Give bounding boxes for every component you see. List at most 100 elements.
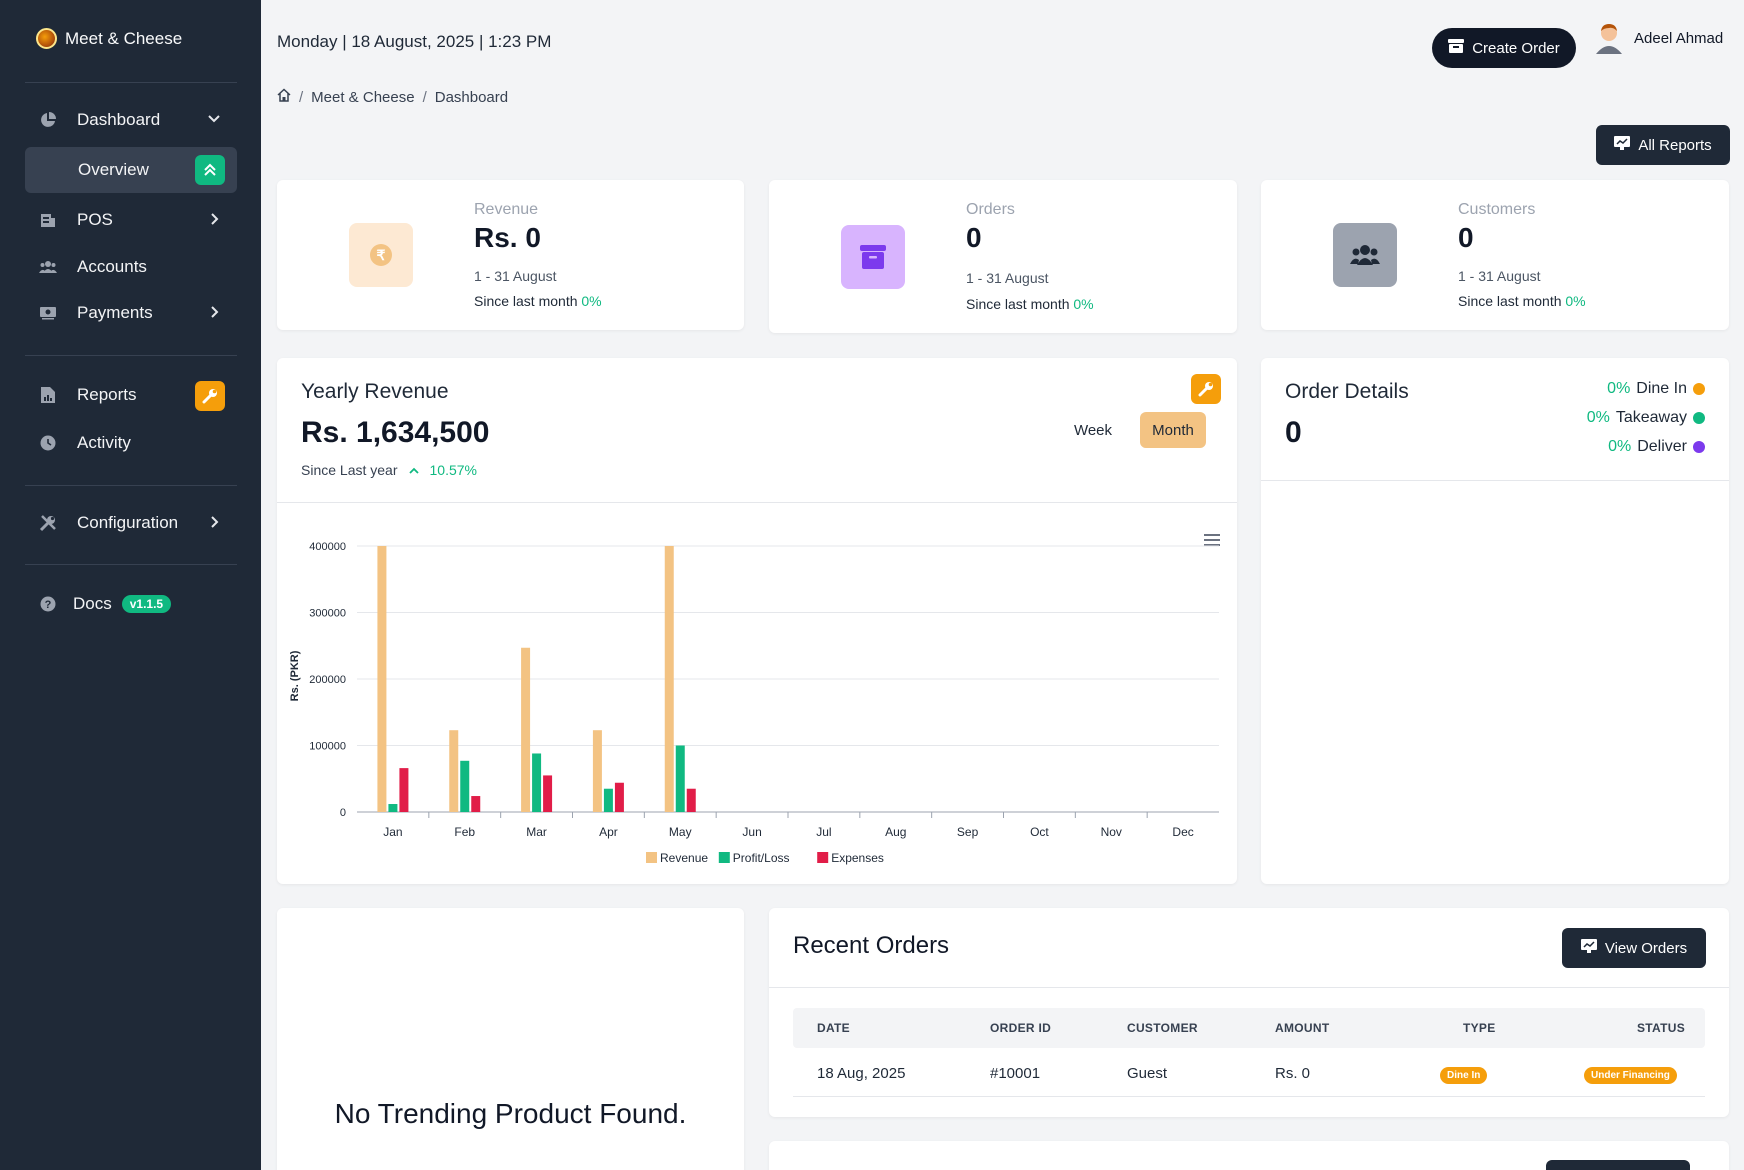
legend-pct: 0% [1586,409,1610,426]
brand[interactable]: Meet & Cheese [36,28,182,49]
customers-range: 1 - 31 August [1458,268,1541,284]
sidebar-item-dashboard[interactable]: Dashboard [25,98,237,142]
svg-text:₹: ₹ [377,247,386,263]
column-header[interactable]: TYPE [1463,1021,1496,1035]
sidebar-item-payments[interactable]: Payments [25,291,237,335]
revenue-since: Since last month 0% [474,293,602,309]
column-header[interactable]: DATE [817,1021,850,1035]
bar-profit-loss-may[interactable] [675,745,685,813]
x-tick-label: Jun [742,825,761,839]
legend-swatch [817,852,829,863]
bar-expenses-apr[interactable] [614,782,624,812]
legend-label[interactable]: Profit/Loss [733,851,790,865]
bar-expenses-feb[interactable] [471,796,481,812]
chevron-down-icon [207,111,221,131]
next-card [769,1141,1729,1170]
chevron-right-icon [207,304,221,324]
legend-dine-in: 0% Dine In [1607,380,1705,398]
bar-expenses-jan[interactable] [399,768,409,812]
home-icon[interactable] [277,88,291,106]
divider [769,987,1729,988]
sidebar-item-label: Payments [77,303,153,322]
wrench-icon [195,381,225,411]
since-label: Since last month [1458,293,1562,309]
bar-revenue-mar[interactable] [521,647,531,812]
legend-label[interactable]: Revenue [660,851,708,865]
x-tick-label: May [669,825,692,839]
orders-label: Orders [966,201,1015,218]
column-header[interactable]: CUSTOMER [1127,1021,1198,1035]
user-menu[interactable]: Adeel Ahmad [1594,22,1723,54]
box-icon [841,225,905,289]
month-toggle[interactable]: Month [1140,412,1206,448]
sidebar-item-label: POS [77,210,113,229]
sidebar: Meet & Cheese Dashboard Overview POS Acc… [0,0,261,1170]
legend-swatch [646,852,657,863]
since-label: Since last month [966,296,1070,312]
yearly-revenue-chart: Rs. (PKR) 400000 300000 200000 100000 0 Jan F… [289,534,1220,865]
yearly-revenue-title: Yearly Revenue [301,380,449,403]
bar-expenses-mar[interactable] [543,775,553,812]
create-order-button[interactable]: Create Order [1432,28,1576,68]
user-name: Adeel Ahmad [1634,29,1724,47]
customers-card: Customers 0 1 - 31 August Since last mon… [1261,180,1729,330]
bar-revenue-jan[interactable] [377,546,387,812]
svg-text:?: ? [45,599,52,611]
type-badge: Dine In [1440,1067,1488,1084]
wrench-icon[interactable] [1191,374,1221,404]
breadcrumb-item[interactable]: Meet & Cheese [311,88,415,106]
bar-profit-loss-apr[interactable] [603,788,613,812]
week-toggle[interactable]: Week [1063,412,1123,448]
revenue-change: 0% [581,293,602,309]
bar-profit-loss-mar[interactable] [532,753,542,812]
since-label: Since last month [474,293,578,309]
order-id[interactable]: #10001 [990,1065,1041,1082]
sidebar-item-overview[interactable]: Overview [25,147,237,193]
sidebar-item-docs[interactable]: ? Docs v1.1.5 [25,582,237,626]
hamburger-menu-icon[interactable] [1204,534,1220,546]
bar-profit-loss-feb[interactable] [460,760,470,812]
all-reports-button[interactable]: All Reports [1596,125,1730,165]
sidebar-item-label: Configuration [77,513,179,532]
version-badge: v1.1.5 [121,595,172,613]
sidebar-item-reports[interactable]: Reports [25,373,237,417]
view-orders-button[interactable]: View Orders [1562,928,1706,968]
recent-orders-title: Recent Orders [793,932,950,959]
users-icon [37,256,59,278]
x-tick-label: Aug [885,825,906,839]
sidebar-item-activity[interactable]: Activity [25,421,237,465]
customers-since: Since last month 0% [1458,293,1586,309]
sidebar-item-configuration[interactable]: Configuration [25,501,237,545]
x-tick-label: Feb [454,825,475,839]
dot-icon [1693,412,1705,424]
card-action-button[interactable] [1546,1160,1690,1170]
legend-pct: 0% [1608,438,1632,455]
sidebar-item-accounts[interactable]: Accounts [25,245,237,289]
bar-profit-loss-jan[interactable] [388,804,398,812]
divider [793,1096,1705,1097]
bar-expenses-may[interactable] [686,788,696,812]
legend-label[interactable]: Expenses [831,851,884,865]
column-header[interactable]: ORDER ID [990,1021,1052,1035]
sidebar-item-pos[interactable]: POS [25,198,237,242]
column-header[interactable]: STATUS [1637,1021,1686,1035]
bar-revenue-feb[interactable] [449,730,459,812]
y-tick-label: 200000 [309,674,346,686]
column-header[interactable]: AMOUNT [1275,1021,1330,1035]
revenue-card: ₹ Revenue Rs. 0 1 - 31 August Since last… [277,180,744,330]
view-orders-label: View Orders [1604,939,1688,957]
y-tick-label: 0 [340,807,346,819]
table-header: DATE ORDER ID CUSTOMER AMOUNT TYPE STATU… [793,1008,1705,1048]
users-group-icon [1333,223,1397,287]
archive-icon [1448,39,1465,57]
question-circle-icon: ? [37,593,59,615]
orders-value: 0 [966,222,982,253]
x-tick-label: Dec [1172,825,1193,839]
divider [277,502,1237,503]
yearly-since: Since Last year 10.57% [301,462,477,478]
x-tick-label: Apr [599,825,618,839]
bar-revenue-may[interactable] [664,546,674,812]
bar-revenue-apr[interactable] [592,730,602,812]
order-customer: Guest [1127,1065,1168,1082]
orders-change: 0% [1073,296,1094,312]
